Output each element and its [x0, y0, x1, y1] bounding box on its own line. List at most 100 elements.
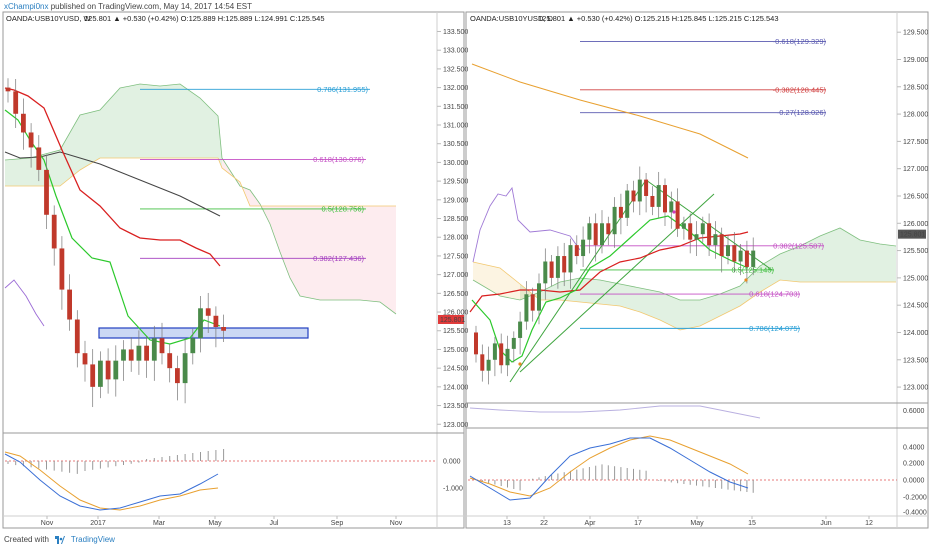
right-osc-macd-line — [469, 437, 749, 501]
left-candle-body — [221, 327, 226, 331]
right-candle-body — [726, 245, 730, 257]
left-fib-level-label: 0.382(127.436) — [313, 254, 364, 263]
created-with-text: Created with — [4, 535, 49, 544]
left-x-tick-label: Nov — [390, 520, 403, 527]
left-last-price-flag — [438, 314, 464, 324]
left-candle-body — [198, 308, 203, 339]
right-x-tick-label: 22 — [540, 520, 548, 527]
right-candle-body — [688, 223, 693, 240]
right-candle-body — [511, 337, 516, 349]
right-fib-level-label: -0.382(128.445) — [773, 85, 827, 94]
left-x-tick-label: May — [208, 520, 222, 527]
right-candle-body — [675, 201, 680, 229]
left-candle-body — [44, 169, 49, 215]
left-candle-body — [205, 308, 211, 316]
left-candle-body — [128, 349, 134, 361]
left-y-tick-label: 123.000 — [443, 422, 468, 429]
right-x-tick-label: May — [690, 520, 704, 527]
left-lagging-span-line — [4, 279, 45, 327]
right-candle-body — [751, 250, 756, 267]
left-y-tick-label: 125.500 — [443, 328, 468, 335]
left-y-tick-label: 129.000 — [443, 197, 468, 204]
publish-info: xChampi0nx published on TradingView.com,… — [4, 2, 252, 11]
left-x-tick-label: Sep — [331, 520, 344, 527]
left-ichimoku-cloud-bear — [222, 158, 396, 314]
right-candle-body — [537, 283, 541, 311]
left-candle-body — [5, 87, 11, 92]
left-y-tick-label: 125.000 — [443, 347, 468, 354]
left-candle-body — [213, 315, 219, 327]
left-candle-body — [175, 368, 180, 384]
left-y-tick-label: 124.000 — [443, 384, 468, 391]
right-panel-frame — [465, 11, 929, 529]
left-osc-macd-line — [4, 453, 219, 511]
right-candle-body — [505, 348, 510, 366]
left-candle-body — [98, 360, 103, 387]
right-candle-body — [656, 185, 661, 207]
right-candle-body — [612, 206, 617, 235]
left-y-tick-label: 130.500 — [443, 141, 468, 148]
author-link[interactable]: xChampi0nx — [4, 2, 49, 11]
right-ohlc-readout: 125.801 ▲ +0.530 (+0.42%) O:125.215 H:12… — [538, 14, 779, 23]
right-candle-body — [707, 223, 712, 246]
left-fib-level-label: 0.618(130.076) — [313, 155, 364, 164]
right-signal-marker — [672, 210, 676, 214]
right-osc-signal-line — [469, 435, 749, 497]
right-y-tick-label: 126.500 — [903, 193, 928, 200]
right-candle-body — [738, 250, 743, 262]
right-fib-level-label: -0.27(128.026) — [777, 108, 827, 117]
left-kijun-line — [4, 87, 221, 267]
left-candle-body — [67, 289, 72, 320]
left-candle-body — [151, 338, 157, 361]
right-candle-body — [543, 261, 548, 284]
right-channel-upper-line — [519, 193, 715, 373]
right-candle-body — [713, 234, 718, 246]
right-candle-body — [574, 245, 579, 257]
right-candle-body — [644, 179, 649, 196]
right-x-tick-label: 13 — [503, 520, 511, 527]
left-support-zone-rect — [98, 327, 309, 339]
left-y-tick-label: 132.500 — [443, 66, 468, 73]
left-y-tick-label: 129.500 — [443, 179, 468, 186]
right-x-tick-label: 15 — [748, 520, 756, 527]
right-candle-body — [499, 343, 504, 366]
footer: Created with TradingView — [4, 535, 115, 544]
right-candle-body — [719, 234, 724, 257]
right-candle-body — [631, 190, 636, 202]
tradingview-logo-icon — [54, 535, 65, 544]
right-osc-y-tick-label: -0.2000 — [903, 495, 927, 502]
right-y-tick-label: 126.000 — [903, 221, 928, 228]
left-candle-body — [59, 248, 65, 290]
right-symbol-label: OANDA:USB10YUSD, D — [470, 14, 554, 23]
right-y-tick-label: 129.000 — [903, 57, 928, 64]
tradingview-brand-link[interactable]: TradingView — [70, 535, 115, 544]
left-y-tick-label: 128.000 — [443, 235, 468, 242]
left-candle-body — [121, 349, 126, 361]
left-y-tick-label: 123.500 — [443, 403, 468, 410]
right-y-tick-label: 124.500 — [903, 303, 928, 310]
right-candle-body — [606, 223, 611, 235]
right-y-tick-label: 127.500 — [903, 139, 928, 146]
left-y-tick-label: 126.000 — [443, 310, 468, 317]
right-y-tick-label: 123.500 — [903, 357, 928, 364]
right-y-tick-label: 125.000 — [903, 275, 928, 282]
right-candle-body — [593, 223, 598, 246]
left-x-tick-label: Mar — [153, 520, 166, 527]
right-candle-body — [555, 256, 560, 278]
right-fib-level-label: 0.618(124.703) — [749, 290, 800, 299]
right-osc-y-tick-label: 0.2000 — [903, 461, 925, 468]
right-y-tick-label: 128.000 — [903, 112, 928, 119]
right-osc-y-tick-label: 0.4000 — [903, 445, 925, 452]
left-symbol-label: OANDA:USB10YUSD, W — [6, 14, 92, 23]
right-candle-body — [600, 223, 604, 246]
right-candle-body — [562, 256, 567, 273]
right-x-tick-label: Apr — [585, 520, 597, 527]
right-candle-body — [581, 239, 586, 257]
right-volume-y-tick-label: 0.6000 — [903, 408, 925, 415]
left-candle-body — [136, 345, 142, 361]
left-candle-body — [159, 338, 165, 354]
left-cloud-span-a — [4, 83, 397, 315]
right-x-tick-label: 17 — [634, 520, 642, 527]
right-y-tick-label: 127.000 — [903, 166, 928, 173]
